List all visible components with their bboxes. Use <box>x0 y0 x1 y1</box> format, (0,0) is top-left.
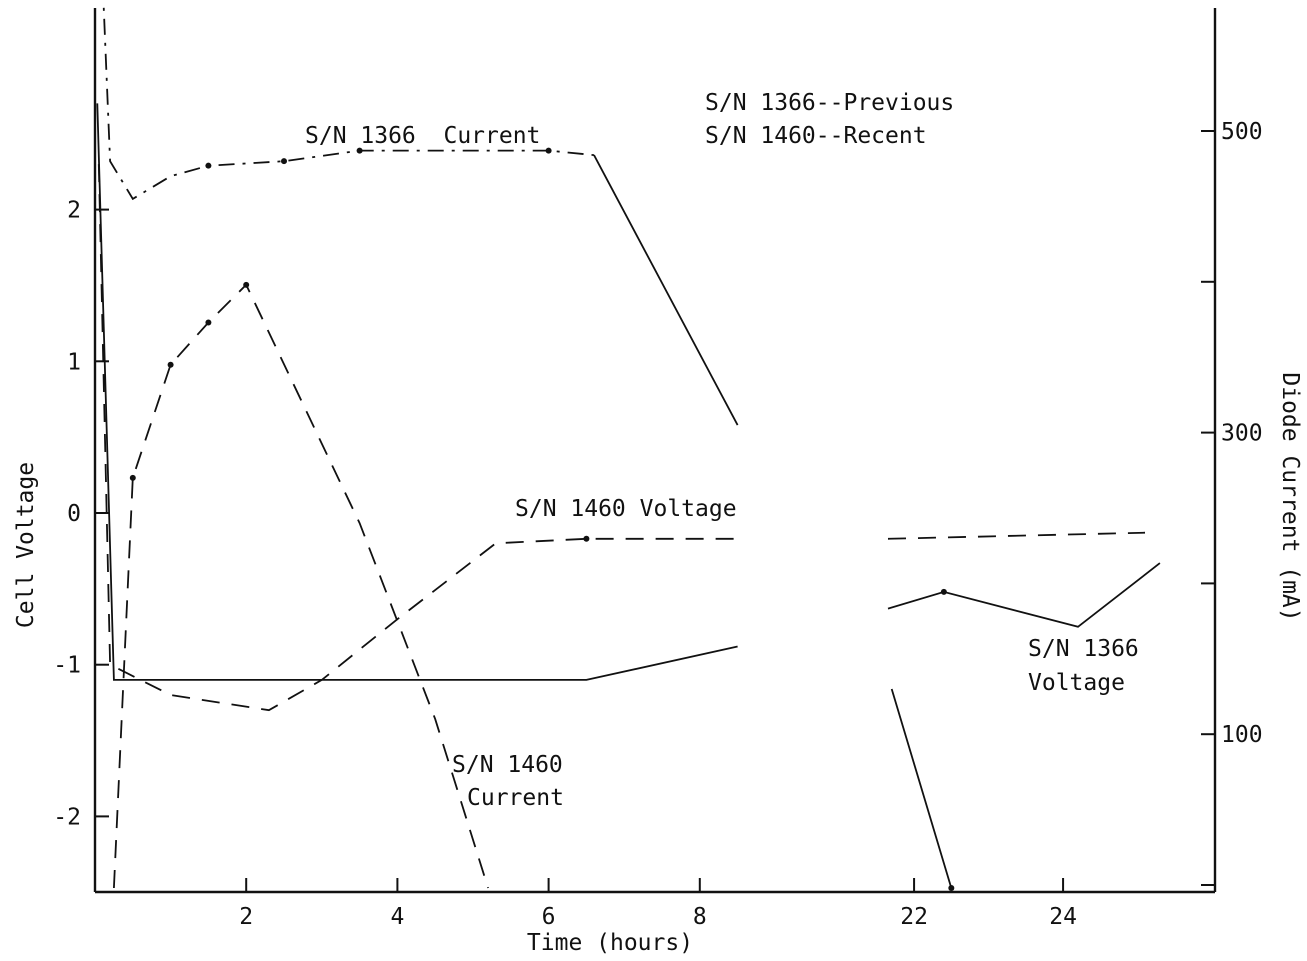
y-left-tick-label: -1 <box>53 653 81 679</box>
y-right-tick-label: 100 <box>1221 722 1263 748</box>
legend-note-line-2: S/N 1460--Recent <box>705 123 927 149</box>
data-point <box>356 147 363 154</box>
y-axis-left-title: Cell Voltage <box>13 462 39 628</box>
y-right-tick-label: 300 <box>1221 421 1263 447</box>
data-point <box>205 162 212 169</box>
label-s1460-voltage: S/N 1460 Voltage <box>515 496 737 522</box>
y-right-tick-label: 500 <box>1221 119 1263 145</box>
series-s1366-current-decline <box>593 154 739 426</box>
data-point <box>948 885 955 892</box>
data-point <box>129 474 136 481</box>
label-s1460-current-line-1: S/N 1460 <box>452 752 563 778</box>
data-point <box>583 535 590 542</box>
x-tick-label: 6 <box>542 904 556 930</box>
x-tick-label: 8 <box>693 904 707 930</box>
series-s1366-voltage <box>96 103 738 681</box>
x-tick-label: 4 <box>390 904 404 930</box>
x-tick-label: 22 <box>900 904 928 930</box>
legend-note-line-1: S/N 1366--Previous <box>705 90 954 116</box>
data-point <box>167 361 174 368</box>
series-s1366-voltage <box>887 562 1161 628</box>
label-s1366-current: S/N 1366 Current <box>305 123 540 149</box>
y-left-tick-label: 1 <box>67 349 81 375</box>
series-s1460-voltage <box>97 164 738 712</box>
data-point <box>940 588 947 595</box>
y-left-tick-label: 2 <box>67 198 81 224</box>
data-point <box>545 147 552 154</box>
data-point <box>205 319 212 326</box>
x-axis-title: Time (hours) <box>527 930 693 956</box>
series-s1460-voltage <box>887 531 1146 540</box>
label-s1366-voltage-line-2: Voltage <box>1028 670 1125 696</box>
y-left-tick-label: -2 <box>53 804 81 830</box>
y-left-tick-label: 0 <box>67 501 81 527</box>
series-s1366-current-decline <box>890 688 953 889</box>
series-s1366-current <box>102 0 595 201</box>
series-layer <box>96 0 1161 892</box>
label-s1366-voltage-line-1: S/N 1366 <box>1028 636 1139 662</box>
data-point <box>243 281 250 288</box>
data-point <box>281 158 287 165</box>
x-tick-label: 24 <box>1049 904 1077 930</box>
y-axis-right-title: Diode Current (mA) <box>1277 372 1303 621</box>
label-s1460-current-line-2: Current <box>467 785 564 811</box>
axes <box>93 8 1217 894</box>
x-tick-label: 2 <box>239 904 253 930</box>
series-s1460-current <box>113 283 489 889</box>
